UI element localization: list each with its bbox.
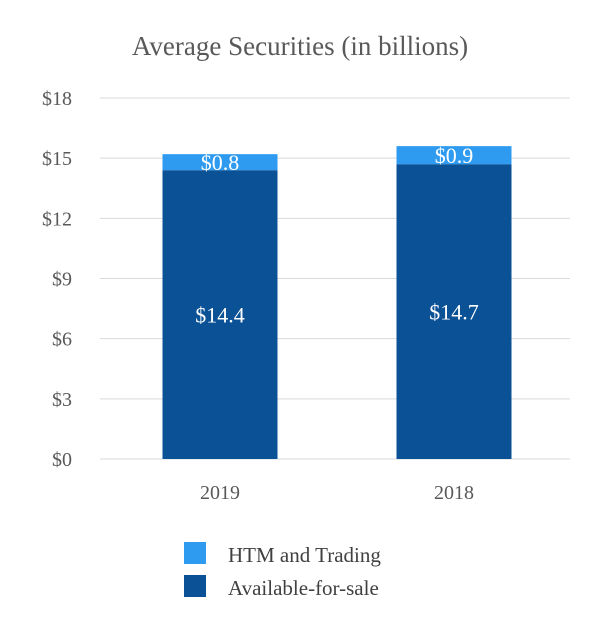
bar-available-for-sale-2019: [162, 170, 278, 459]
legend-swatch-htm-and-trading: [184, 542, 206, 564]
bar-htm-and-trading-2018: [396, 146, 512, 165]
data-label-available-for-sale-2018: $14.7: [429, 300, 479, 325]
bar-available-for-sale-2018: [396, 164, 512, 459]
legend: HTM and Trading Available-for-sale: [184, 542, 381, 600]
y-tick-label: $12: [42, 208, 72, 230]
y-tick-label: $15: [42, 148, 72, 170]
y-tick-label: $0: [52, 449, 72, 471]
bars: $14.4 $0.8 $14.7 $0.9: [162, 143, 512, 459]
y-tick-label: $9: [52, 269, 72, 291]
legend-label-available-for-sale: Available-for-sale: [228, 576, 379, 600]
y-tick-label: $18: [42, 88, 72, 110]
legend-swatch-available-for-sale: [184, 575, 206, 597]
bar-htm-and-trading-2019: [162, 154, 278, 171]
x-tick-label: 2019: [200, 482, 240, 504]
x-axis: 2019 2018: [200, 482, 474, 504]
y-tick-label: $6: [52, 329, 72, 351]
y-tick-label: $3: [52, 389, 72, 411]
x-tick-label: 2018: [434, 482, 474, 504]
data-label-available-for-sale-2019: $14.4: [195, 303, 245, 328]
legend-label-htm-and-trading: HTM and Trading: [228, 543, 381, 567]
chart-title: Average Securities (in billions): [132, 31, 468, 61]
data-label-htm-and-trading-2018: $0.9: [435, 143, 474, 168]
y-axis: $0 $3 $6 $9 $12 $15 $18: [42, 88, 72, 471]
data-label-htm-and-trading-2019: $0.8: [201, 150, 240, 175]
